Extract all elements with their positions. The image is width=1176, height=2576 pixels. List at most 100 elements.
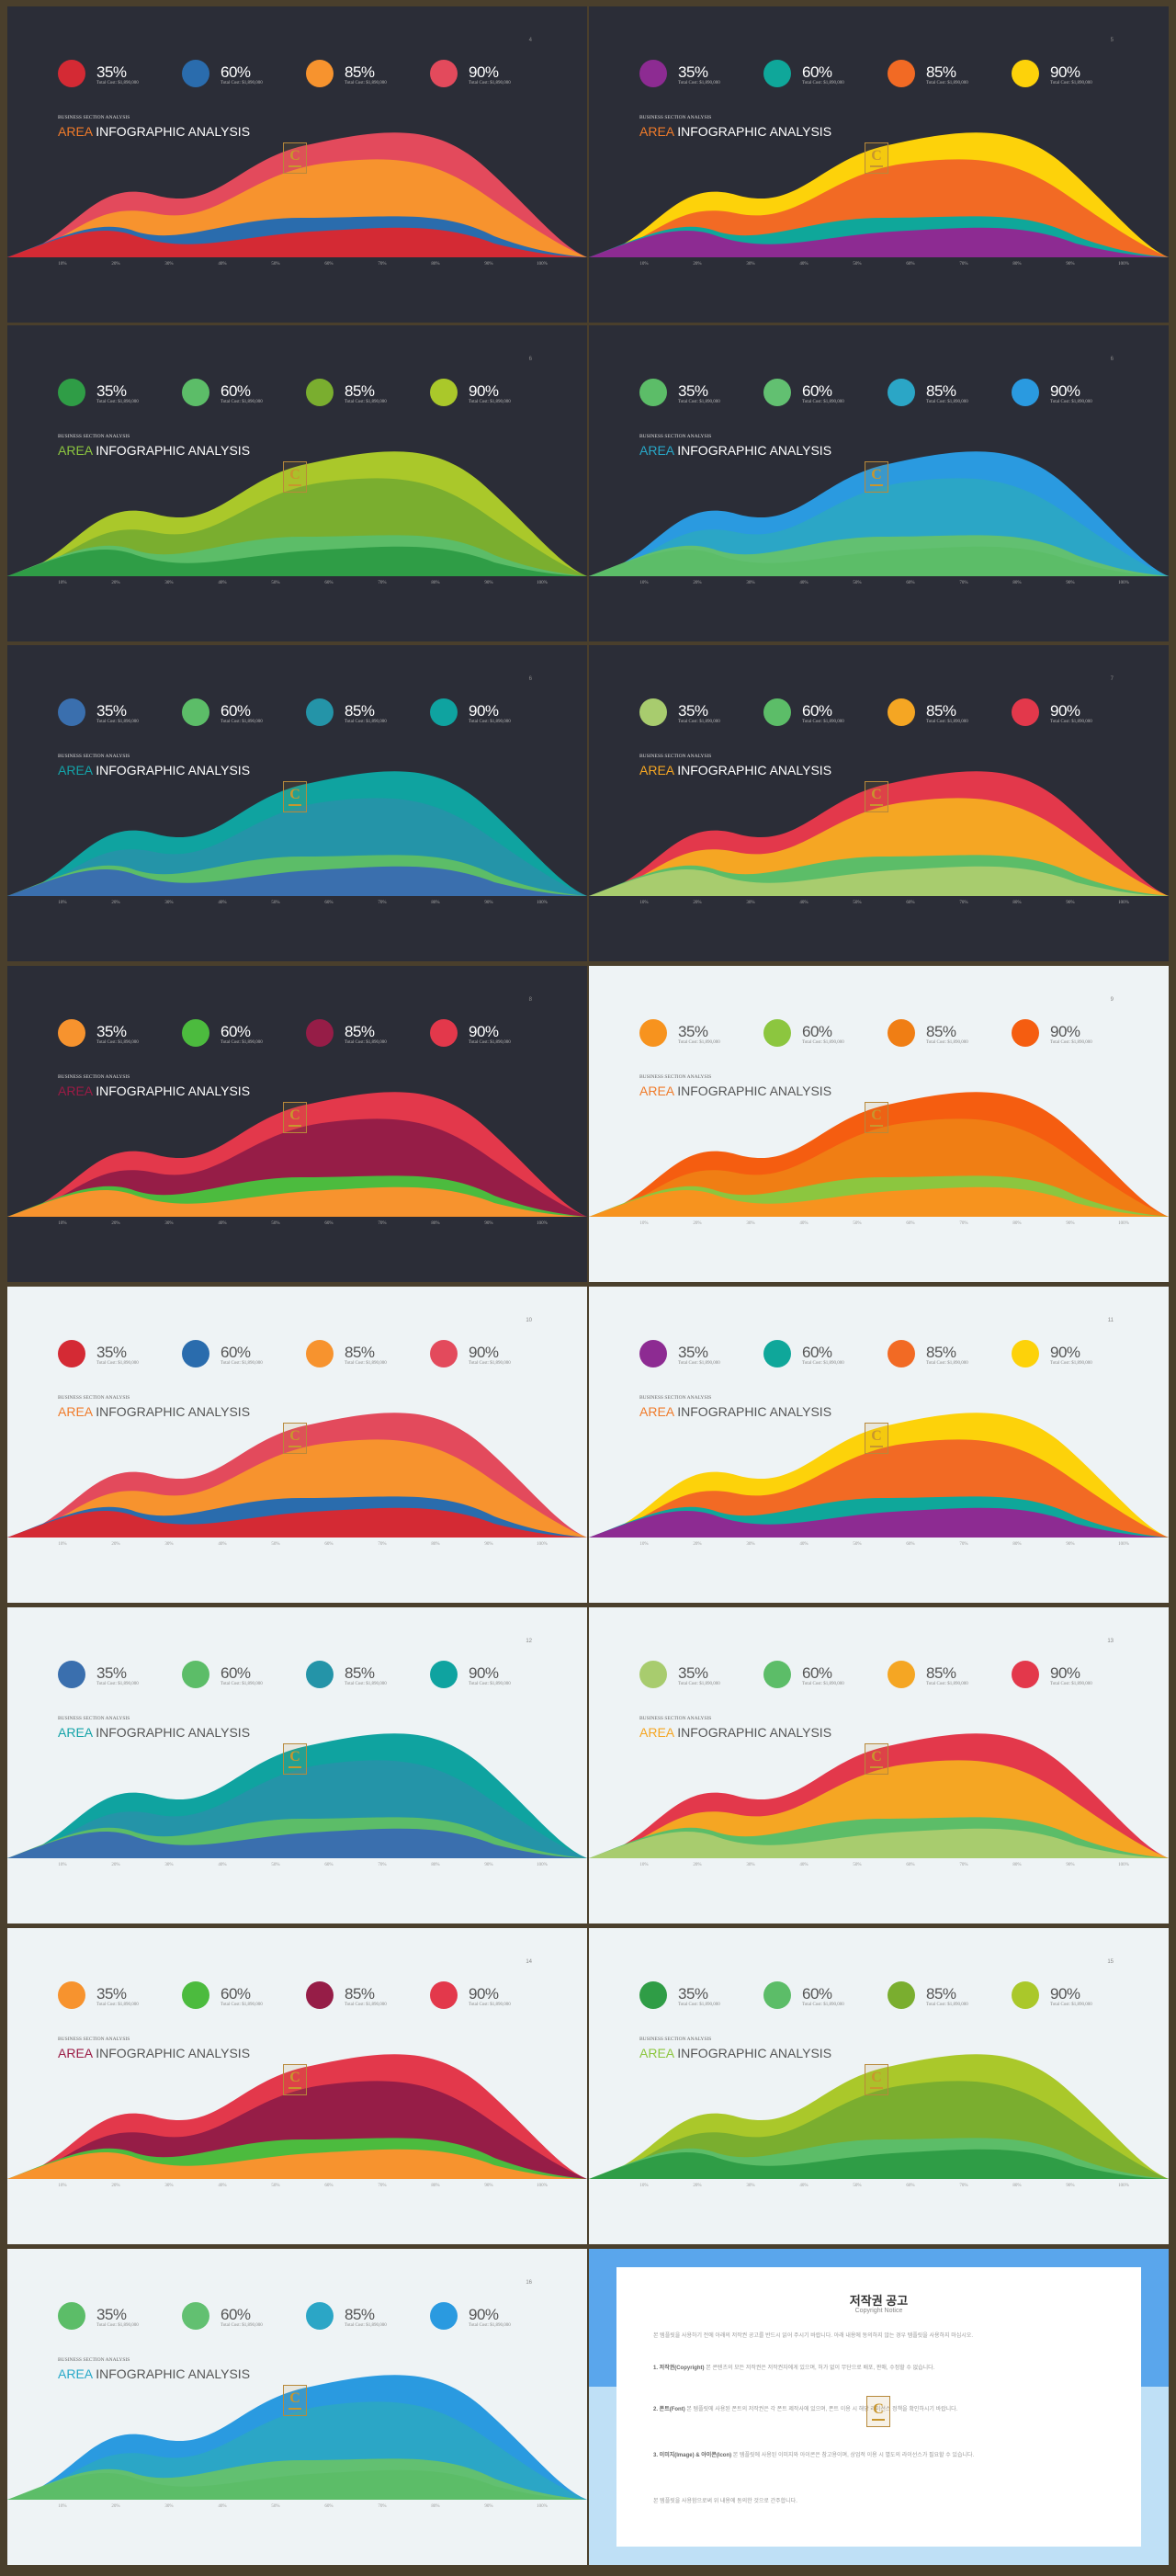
x-tick-label: 60% bbox=[324, 1863, 334, 1867]
logo-icon: C bbox=[865, 781, 888, 812]
x-tick-label: 60% bbox=[906, 2184, 915, 2188]
stat-subtext: Total Cost: $1,890,000 bbox=[1050, 400, 1092, 404]
title-accent: AREA bbox=[58, 763, 93, 777]
stat-percent: 60% bbox=[220, 1023, 251, 1040]
stat-percent: 35% bbox=[96, 382, 127, 400]
slide-thumbnail[interactable]: 8 35% Total Cost: $1,890,000 60% Total Cos… bbox=[7, 966, 587, 1282]
section-kicker: BUSINESS SECTION ANALYSIS bbox=[639, 115, 712, 120]
stat-dot bbox=[639, 698, 667, 726]
x-tick-label: 60% bbox=[324, 901, 334, 905]
stat-dot bbox=[1012, 1340, 1039, 1367]
stat-percent: 35% bbox=[96, 1023, 127, 1040]
x-tick-label: 90% bbox=[1066, 1863, 1075, 1867]
stat-dot bbox=[58, 1019, 85, 1047]
stat-dot bbox=[182, 2302, 209, 2330]
title-rest: INFOGRAPHIC ANALYSIS bbox=[673, 443, 832, 458]
stat-dot bbox=[639, 60, 667, 87]
slide-thumbnail[interactable]: 14 35% Total Cost: $1,890,000 60% Total Co… bbox=[7, 1928, 587, 2244]
x-tick-label: 100% bbox=[1118, 901, 1129, 905]
x-tick-label: 50% bbox=[271, 1542, 280, 1547]
stat-percent: 60% bbox=[802, 1344, 832, 1361]
x-axis-ticks: 10% 20% 30% 40% 50% 60% 70% 80% 90% 100% bbox=[589, 1221, 1169, 1240]
slide-thumbnail[interactable]: 6 35% Total Cost: $1,890,000 60% Total Cos… bbox=[589, 325, 1169, 641]
slide-thumbnail[interactable]: 7 35% Total Cost: $1,890,000 60% Total Cos… bbox=[589, 645, 1169, 961]
logo-bar bbox=[288, 165, 301, 167]
stat-dot bbox=[1012, 379, 1039, 406]
notice-paragraph: 본 템플릿을 사용하기 전에 아래의 저작권 공고를 반드시 읽어 주시기 바랍… bbox=[653, 2333, 973, 2339]
logo-icon: C bbox=[865, 1423, 888, 1454]
logo-bar bbox=[288, 2408, 301, 2410]
x-tick-label: 50% bbox=[853, 1221, 862, 1226]
stat-percent: 85% bbox=[345, 382, 375, 400]
slide-thumbnail[interactable]: 12 35% Total Cost: $1,890,000 60% Total Co… bbox=[7, 1607, 587, 1923]
stat-subtext: Total Cost: $1,890,000 bbox=[345, 1682, 387, 1686]
stat-subtext: Total Cost: $1,890,000 bbox=[345, 2003, 387, 2007]
area-series-1 bbox=[7, 2149, 587, 2179]
copyright-notice-slide[interactable]: 저작권 공고 Copyright Notice 본 템플릿을 사용하기 전에 아래의… bbox=[589, 2249, 1169, 2565]
slide-thumbnail[interactable]: 4 35% Total Cost: $1,890,000 60% Total Cos… bbox=[7, 6, 587, 323]
stat-dot bbox=[763, 1019, 791, 1047]
x-tick-label: 30% bbox=[164, 1542, 174, 1547]
slide-thumbnail[interactable]: 16 35% Total Cost: $1,890,000 60% Total Co… bbox=[7, 2249, 587, 2565]
slide-thumbnail[interactable]: 6 35% Total Cost: $1,890,000 60% Total Cos… bbox=[7, 325, 587, 641]
stat-dot bbox=[1012, 1981, 1039, 2009]
stat-dot bbox=[58, 1981, 85, 2009]
x-tick-label: 20% bbox=[111, 901, 120, 905]
title-rest: INFOGRAPHIC ANALYSIS bbox=[92, 1404, 251, 1419]
slide-thumbnail[interactable]: 11 35% Total Cost: $1,890,000 60% Total Co… bbox=[589, 1287, 1169, 1603]
stat-percent: 60% bbox=[220, 702, 251, 720]
section-kicker: BUSINESS SECTION ANALYSIS bbox=[58, 115, 130, 120]
x-tick-label: 40% bbox=[218, 2184, 227, 2188]
area-series-1 bbox=[589, 1828, 1169, 1858]
logo-bar bbox=[288, 2087, 301, 2089]
title-accent: AREA bbox=[58, 1725, 93, 1740]
page-number: 6 bbox=[1110, 357, 1114, 362]
x-tick-label: 30% bbox=[164, 901, 174, 905]
logo-letter: C bbox=[871, 2070, 882, 2085]
x-tick-label: 90% bbox=[484, 1542, 493, 1547]
slide-thumbnail[interactable]: 15 35% Total Cost: $1,890,000 60% Total Co… bbox=[589, 1928, 1169, 2244]
slide-thumbnail[interactable]: 9 35% Total Cost: $1,890,000 60% Total Cos… bbox=[589, 966, 1169, 1282]
page-number: 12 bbox=[526, 1639, 532, 1644]
stat-dot bbox=[58, 379, 85, 406]
x-tick-label: 90% bbox=[484, 1863, 493, 1867]
stat-dot bbox=[1012, 1661, 1039, 1688]
slide-thumbnail[interactable]: 10 35% Total Cost: $1,890,000 60% Total Co… bbox=[7, 1287, 587, 1603]
logo-letter: C bbox=[871, 148, 882, 164]
slide-thumbnail[interactable]: 6 35% Total Cost: $1,890,000 60% Total Cos… bbox=[7, 645, 587, 961]
slide-thumbnail[interactable]: 5 35% Total Cost: $1,890,000 60% Total Cos… bbox=[589, 6, 1169, 323]
page-number: 11 bbox=[1107, 1318, 1114, 1323]
stat-dot bbox=[639, 1661, 667, 1688]
slide-title: AREA INFOGRAPHIC ANALYSIS bbox=[639, 124, 831, 139]
x-tick-label: 10% bbox=[58, 262, 67, 267]
x-tick-label: 90% bbox=[1066, 2184, 1075, 2188]
x-tick-label: 20% bbox=[693, 2184, 702, 2188]
x-tick-label: 90% bbox=[1066, 581, 1075, 585]
title-accent: AREA bbox=[639, 1725, 674, 1740]
stat-percent: 60% bbox=[802, 702, 832, 720]
x-tick-label: 60% bbox=[324, 1221, 334, 1226]
notice-paragraph: 2. 폰트(Font) 본 템플릿에 사용된 폰트의 저작권은 각 폰트 제작사… bbox=[653, 2407, 958, 2412]
notice-paper: 저작권 공고 Copyright Notice 본 템플릿을 사용하기 전에 아래의… bbox=[616, 2267, 1141, 2547]
notice-paragraph: 3. 이미지(Image) & 아이콘(Icon) 본 템플릿에 사용된 이미지… bbox=[653, 2453, 975, 2458]
x-tick-label: 90% bbox=[1066, 262, 1075, 267]
logo-letter: C bbox=[289, 1428, 300, 1444]
slide-thumbnail[interactable]: 13 35% Total Cost: $1,890,000 60% Total Co… bbox=[589, 1607, 1169, 1923]
x-tick-label: 100% bbox=[1118, 262, 1129, 267]
notice-subtitle: Copyright Notice bbox=[854, 2308, 903, 2314]
section-kicker: BUSINESS SECTION ANALYSIS bbox=[58, 434, 130, 439]
logo-icon: C bbox=[865, 461, 888, 493]
logo-icon: C bbox=[865, 1743, 888, 1775]
stat-percent: 35% bbox=[678, 63, 708, 81]
stat-subtext: Total Cost: $1,890,000 bbox=[678, 720, 720, 724]
stat-subtext: Total Cost: $1,890,000 bbox=[469, 400, 511, 404]
logo-icon: C bbox=[283, 461, 307, 493]
stat-dot bbox=[888, 1981, 915, 2009]
x-tick-label: 100% bbox=[537, 581, 548, 585]
x-tick-label: 70% bbox=[959, 262, 968, 267]
stat-dot bbox=[888, 1661, 915, 1688]
logo-letter: C bbox=[289, 467, 300, 482]
title-rest: INFOGRAPHIC ANALYSIS bbox=[673, 124, 832, 139]
stat-percent: 85% bbox=[926, 1664, 956, 1682]
area-chart bbox=[589, 1413, 1169, 1538]
